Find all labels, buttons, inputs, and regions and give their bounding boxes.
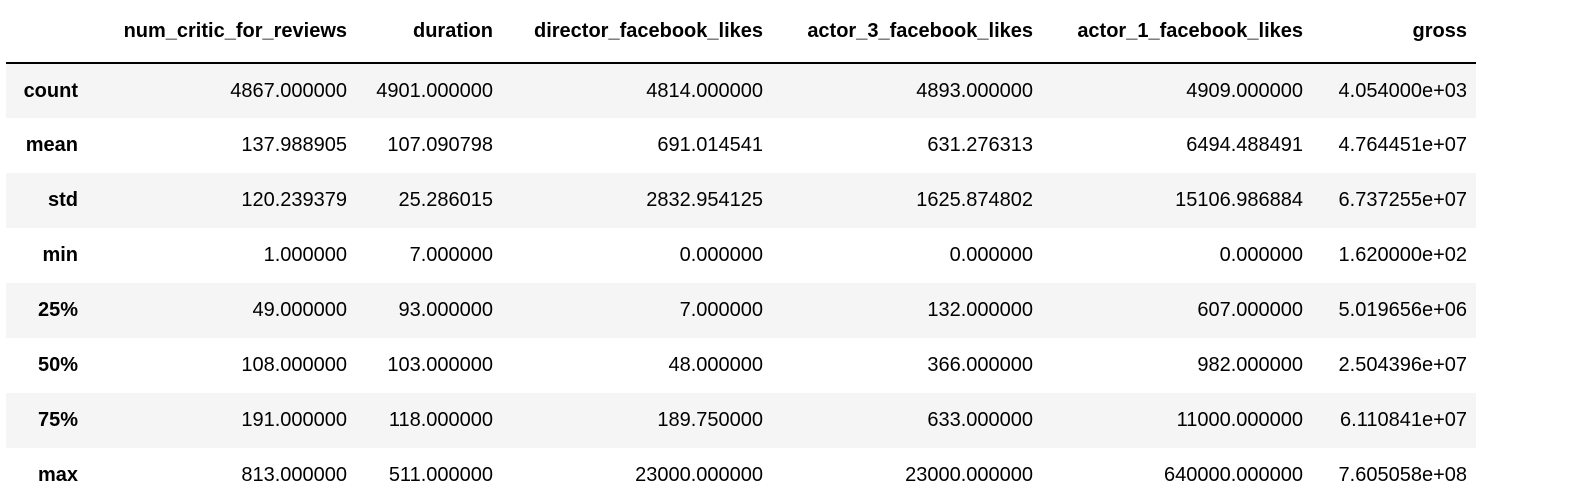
table-cell: 2.504396e+07 [1338,354,1467,376]
table-cell: 631.276313 [927,134,1033,156]
table-cell: 108.000000 [241,354,347,376]
table-cell: 982.000000 [1197,354,1303,376]
table-cell: 640000.000000 [1163,464,1303,486]
table-row: max 813.000000 511.000000 23000.000000 2… [6,448,1476,503]
table-cell: 48.000000 [668,354,763,376]
table-body: count 4867.000000 4901.000000 4814.00000… [6,63,1476,503]
table-cell: 4901.000000 [376,79,493,102]
table-cell: 813.000000 [241,464,347,486]
row-label: count [23,79,78,102]
column-header: actor_1_facebook_likes [1042,4,1312,64]
describe-table: num_critic_for_reviews duration director… [6,4,1476,503]
table-row: min 1.000000 7.000000 0.000000 0.000000 … [6,228,1476,283]
header-row: num_critic_for_reviews duration director… [6,4,1476,64]
table-cell: 189.750000 [657,409,763,431]
row-label: max [37,464,78,486]
table-cell: 107.090798 [387,134,493,156]
table-cell: 4893.000000 [916,79,1033,102]
table-cell: 1.000000 [263,244,347,266]
table-cell: 4867.000000 [230,79,347,102]
table-cell: 137.988905 [241,134,347,156]
table-cell: 0.000000 [679,244,763,266]
table-cell: 7.000000 [679,299,763,321]
table-cell: 103.000000 [387,354,493,376]
table-cell: 6494.488491 [1186,134,1303,156]
table-row: 25% 49.000000 93.000000 7.000000 132.000… [6,283,1476,338]
row-label: 50% [37,354,78,376]
table-cell: 132.000000 [927,299,1033,321]
column-header: num_critic_for_reviews [94,4,356,64]
row-label: mean [25,134,78,156]
table-cell: 5.019656e+06 [1338,299,1467,321]
table-cell: 120.239379 [241,189,347,211]
row-label: 25% [37,299,78,321]
table-cell: 1625.874802 [916,189,1033,211]
table-cell: 11000.000000 [1176,409,1303,431]
table-cell: 0.000000 [1219,244,1303,266]
table-cell: 511.000000 [388,464,493,486]
table-cell: 23000.000000 [635,464,763,486]
table-cell: 4814.000000 [646,79,763,102]
row-label: min [42,244,78,266]
table-cell: 49.000000 [252,299,347,321]
table-cell: 633.000000 [927,409,1033,431]
table-row: 75% 191.000000 118.000000 189.750000 633… [6,393,1476,448]
table-cell: 366.000000 [927,354,1033,376]
column-header: duration [356,4,502,64]
row-label: 75% [37,409,78,431]
table-cell: 118.000000 [388,409,493,431]
table-row: std 120.239379 25.286015 2832.954125 162… [6,173,1476,228]
table-cell: 4.764451e+07 [1338,134,1467,156]
table-cell: 25.286015 [398,189,493,211]
table-cell: 23000.000000 [905,464,1033,486]
column-header: actor_3_facebook_likes [772,4,1042,64]
table-cell: 6.110841e+07 [1340,409,1467,431]
table-cell: 1.620000e+02 [1338,244,1467,266]
table-cell: 191.000000 [241,409,347,431]
table-cell: 4909.000000 [1186,79,1303,102]
table-cell: 7.605058e+08 [1338,464,1467,486]
index-header [6,4,94,64]
table-row: mean 137.988905 107.090798 691.014541 63… [6,118,1476,173]
table-cell: 607.000000 [1197,299,1303,321]
column-header: director_facebook_likes [502,4,772,64]
table-cell: 0.000000 [949,244,1033,266]
table-cell: 691.014541 [657,134,763,156]
table-cell: 93.000000 [398,299,493,321]
table-cell: 2832.954125 [646,189,763,211]
table-cell: 6.737255e+07 [1338,189,1467,211]
table-header: num_critic_for_reviews duration director… [6,4,1476,64]
column-header: gross [1312,4,1476,64]
table-row: 50% 108.000000 103.000000 48.000000 366.… [6,338,1476,393]
row-label: std [48,189,78,211]
table-cell: 15106.986884 [1175,189,1303,211]
table-cell: 7.000000 [409,244,493,266]
table-row: count 4867.000000 4901.000000 4814.00000… [6,63,1476,118]
table-cell: 4.054000e+03 [1338,79,1467,102]
